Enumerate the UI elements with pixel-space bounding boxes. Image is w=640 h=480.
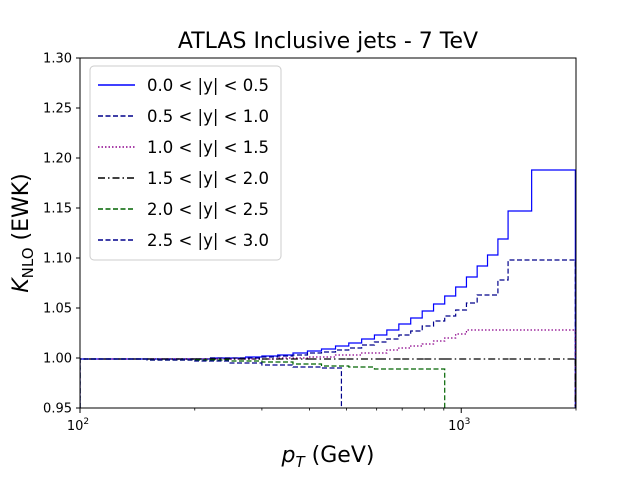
y-tick-label: 1.05 (43, 302, 72, 317)
legend-label: 1.5 < |y| < 2.0 (147, 169, 269, 188)
y-tick-label: 1.20 (43, 152, 72, 167)
y-axis-label: KNLO (EWK) (9, 173, 37, 293)
legend-label: 1.0 < |y| < 1.5 (147, 138, 269, 157)
y-tick-label: 1.25 (43, 102, 72, 117)
legend-label: 0.5 < |y| < 1.0 (147, 107, 269, 126)
y-tick-label: 0.95 (43, 402, 72, 417)
y-tick-label: 1.30 (43, 52, 72, 67)
plot-frame (79, 57, 577, 409)
legend-label: 2.5 < |y| < 3.0 (147, 231, 269, 250)
ticks-layer: 0.95 1.00 1.05 1.10 1.15 1.20 1.25 1.30 102 103 (43, 52, 577, 434)
series-line-6 (80, 358, 343, 408)
legend-label: 0.0 < |y| < 0.5 (147, 76, 269, 95)
chart-title: ATLAS Inclusive jets - 7 TeV (178, 29, 478, 54)
series-line-3 (80, 329, 576, 408)
x-axis-label: pT (GeV) (281, 443, 375, 471)
series-layer (80, 169, 576, 408)
x-tick-label: 102 (67, 417, 89, 434)
x-tick-label: 103 (448, 417, 470, 434)
y-tick-label: 1.10 (43, 252, 72, 267)
series-line-4 (80, 358, 576, 408)
series-line-2 (80, 259, 576, 408)
series-line-5 (80, 358, 446, 408)
legend: 0.0 < |y| < 0.5 0.5 < |y| < 1.0 1.0 < |y| … (89, 65, 282, 261)
y-tick-label: 1.15 (43, 202, 72, 217)
y-tick-label: 1.00 (43, 352, 72, 367)
legend-label: 2.0 < |y| < 2.5 (147, 200, 269, 219)
legend-box (89, 65, 282, 261)
